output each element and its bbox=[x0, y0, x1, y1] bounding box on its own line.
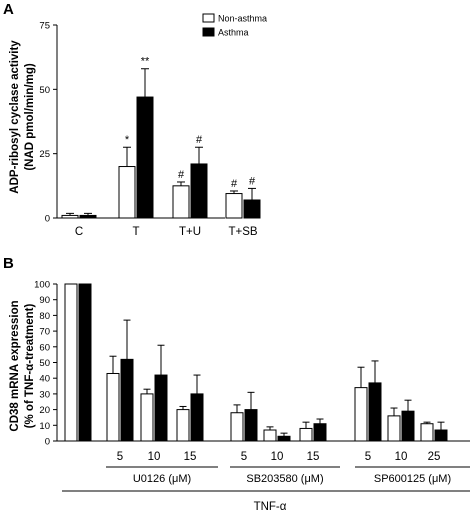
panel-a-significance-mark: # bbox=[231, 178, 238, 190]
panel-a-y-tick-label: 0 bbox=[45, 214, 50, 225]
legend-label-non-asthma: Non-asthma bbox=[218, 14, 267, 24]
panel-b-y-tick-label: 70 bbox=[39, 327, 50, 338]
panel-b-y-tick-label: 10 bbox=[39, 421, 50, 432]
panel-a-category-label: T+U bbox=[179, 226, 201, 238]
panel-b-y-tick-label: 100 bbox=[34, 280, 50, 291]
panel-a-bar-asthma bbox=[79, 214, 97, 219]
panel-b-category-label: 10 bbox=[395, 451, 408, 463]
panel-b-bar-asthma bbox=[154, 374, 168, 442]
legend-swatch-non-asthma bbox=[202, 13, 215, 23]
panel-a-bar-asthma bbox=[136, 96, 154, 219]
panel-b-y-tick-label: 90 bbox=[39, 295, 50, 306]
panel-a-bar-asthma bbox=[243, 199, 261, 219]
panel-b-bar-asthma bbox=[190, 393, 204, 442]
panel-a-category-label: T+SB bbox=[228, 226, 257, 238]
panel-a-category-label: C bbox=[75, 226, 83, 238]
panel-b-group-label: SP600125 (μM) bbox=[374, 473, 451, 485]
panel-b-y-tick-label: 60 bbox=[39, 342, 50, 353]
panel-a-significance-mark: # bbox=[249, 175, 256, 187]
panel-b-bar-non-asthma bbox=[140, 393, 154, 442]
panel-b-ylabel-1: CD38 mRNA expression bbox=[9, 300, 21, 431]
panel-b-bar-non-asthma bbox=[176, 409, 190, 442]
panel-b-group-label: SB203580 (μM) bbox=[246, 473, 323, 485]
panel-b-category-label: 5 bbox=[117, 451, 123, 463]
panel-b-y-tick-label: 0 bbox=[45, 437, 50, 448]
panel-a-significance-mark: ** bbox=[141, 56, 150, 68]
panel-b-category-label: 25 bbox=[428, 451, 441, 463]
panel-b-bar-non-asthma bbox=[230, 412, 244, 442]
panel-a-ylabel-1: ADP-ribosyl cyclase activity bbox=[9, 40, 21, 194]
panel-b-category-label: 15 bbox=[307, 451, 320, 463]
panel-a-significance-mark: # bbox=[196, 134, 203, 146]
panel-b-y-tick-label: 40 bbox=[39, 374, 50, 385]
panel-b-bar-asthma bbox=[277, 435, 291, 442]
panel-b-bar-asthma bbox=[120, 358, 134, 442]
panel-b-bar-non-asthma bbox=[106, 372, 120, 442]
panel-b-bar-asthma bbox=[368, 382, 382, 442]
panel-a-bar-non-asthma bbox=[225, 193, 243, 219]
panel-a-y-tick-label: 50 bbox=[39, 85, 50, 96]
panel-a-ylabel-2: (NAD pmol/min/mg) bbox=[24, 63, 36, 170]
legend-label-asthma: Asthma bbox=[218, 28, 249, 38]
panel-b-bottom-label: TNF-α bbox=[254, 501, 287, 513]
panel-b-category-label: 10 bbox=[148, 451, 161, 463]
panel-b-category-label: 10 bbox=[271, 451, 284, 463]
panel-a-bar-non-asthma bbox=[118, 166, 136, 219]
panel-b-bar-non-asthma bbox=[420, 423, 434, 442]
panel-b-ylabel-2: (% of TNF-α-treatment) bbox=[24, 304, 36, 429]
panel-b-y-tick-label: 30 bbox=[39, 389, 50, 400]
panel-b-group-label: U0126 (μM) bbox=[133, 473, 191, 485]
panel-b-bar-non-asthma bbox=[263, 429, 277, 442]
panel-b-chart: 0 10 20 30 40 50 60 70 80 90 100 5 10 15 5 10 15 5 10 25 U01… bbox=[34, 280, 470, 492]
panel-b-bar-asthma bbox=[434, 429, 448, 442]
panel-a-bar-asthma bbox=[190, 163, 208, 219]
panel-b-y-tick-label: 80 bbox=[39, 311, 50, 322]
panel-b-bar-asthma bbox=[78, 283, 92, 442]
panel-b-letter: B bbox=[3, 255, 14, 272]
panel-b-bar-non-asthma bbox=[64, 283, 78, 442]
panel-b-bar-asthma bbox=[244, 409, 258, 442]
panel-b-category-label: 15 bbox=[184, 451, 197, 463]
panel-b-category-label: 5 bbox=[241, 451, 247, 463]
panel-b-y-tick-label: 50 bbox=[39, 358, 50, 369]
panel-b-bar-asthma bbox=[313, 423, 327, 442]
panel-a-y-tick-label: 25 bbox=[39, 149, 50, 160]
panel-b-bar-non-asthma bbox=[299, 427, 313, 442]
panel-b-bar-non-asthma bbox=[387, 415, 401, 442]
panel-a-y-tick-label: 75 bbox=[39, 21, 50, 32]
panel-a-significance-mark: * bbox=[125, 134, 130, 146]
panel-a-category-label: T bbox=[132, 226, 139, 238]
panel-b-bar-asthma bbox=[401, 410, 415, 442]
legend-swatch-asthma bbox=[202, 27, 215, 37]
panel-b-y-tick-label: 20 bbox=[39, 405, 50, 416]
panel-a-bar-non-asthma bbox=[172, 185, 190, 219]
panel-b-bar-non-asthma bbox=[354, 387, 368, 442]
panel-b-category-label: 5 bbox=[365, 451, 371, 463]
panel-a-letter: A bbox=[3, 1, 14, 18]
panel-a-bar-non-asthma bbox=[61, 214, 79, 219]
panel-a-significance-mark: # bbox=[178, 169, 185, 181]
